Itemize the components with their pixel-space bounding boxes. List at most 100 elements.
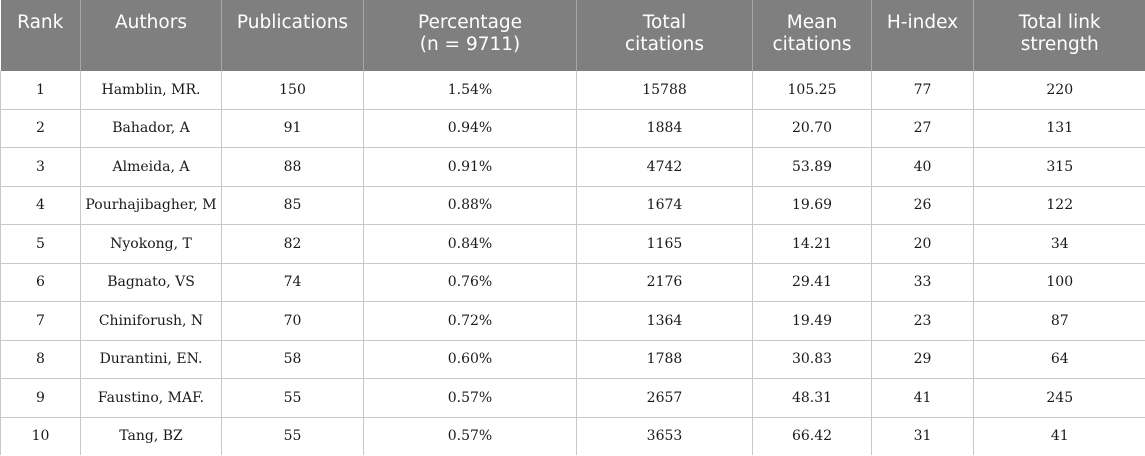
table-row: 7 Chiniforush, N 70 0.72% 1364 19.49 23 … [0,301,1145,341]
cell-h-index: 77 [871,71,974,110]
cell-link-strength: 100 [973,263,1145,302]
cell-rank: 7 [0,301,81,341]
cell-publications: 82 [221,224,364,264]
cell-h-index: 27 [871,109,974,148]
cell-h-index: 33 [871,263,974,302]
cell-link-strength: 245 [973,378,1145,418]
cell-percentage: 0.76% [363,263,577,302]
cell-rank: 3 [0,147,81,187]
cell-publications: 55 [221,378,364,418]
cell-total-citations: 1364 [576,301,753,341]
header-total-citations: Total citations [576,0,753,71]
table-row: 2 Bahador, A 91 0.94% 1884 20.70 27 131 [0,109,1145,148]
cell-link-strength: 34 [973,224,1145,264]
cell-h-index: 41 [871,378,974,418]
cell-mean-citations: 20.70 [752,109,872,148]
cell-total-citations: 3653 [576,417,753,455]
table-row: 1 Hamblin, MR. 150 1.54% 15788 105.25 77… [0,71,1145,110]
table-row: 9 Faustino, MAF. 55 0.57% 2657 48.31 41 … [0,378,1145,418]
cell-author: Faustino, MAF. [80,378,222,418]
cell-h-index: 20 [871,224,974,264]
cell-author: Almeida, A [80,147,222,187]
cell-total-citations: 1674 [576,186,753,225]
cell-mean-citations: 29.41 [752,263,872,302]
header-authors: Authors [80,0,222,71]
cell-publications: 70 [221,301,364,341]
cell-rank: 8 [0,340,81,379]
cell-publications: 150 [221,71,364,110]
cell-mean-citations: 48.31 [752,378,872,418]
cell-rank: 6 [0,263,81,302]
cell-h-index: 26 [871,186,974,225]
cell-mean-citations: 105.25 [752,71,872,110]
cell-total-citations: 1788 [576,340,753,379]
cell-total-citations: 1165 [576,224,753,264]
cell-h-index: 40 [871,147,974,187]
cell-publications: 88 [221,147,364,187]
cell-link-strength: 64 [973,340,1145,379]
cell-percentage: 0.91% [363,147,577,187]
header-rank: Rank [0,0,81,71]
cell-percentage: 0.57% [363,417,577,455]
cell-author: Bagnato, VS [80,263,222,302]
cell-link-strength: 220 [973,71,1145,110]
cell-rank: 4 [0,186,81,225]
cell-link-strength: 41 [1050,428,1069,445]
cell-percentage: 0.94% [363,109,577,148]
cell-publications: 91 [221,109,364,148]
cell-total-citations: 1884 [576,109,753,148]
cell-mean-citations: 53.89 [752,147,872,187]
cell-author: Durantini, EN. [80,340,222,379]
cell-author: Bahador, A [80,109,222,148]
cell-percentage: 0.88% [363,186,577,225]
cell-publications: 85 [221,186,364,225]
cell-total-citations: 4742 [576,147,753,187]
cell-mean-citations: 19.49 [752,301,872,341]
cell-link-strength: 87 [973,301,1145,341]
cell-mean-citations: 19.69 [752,186,872,225]
header-percentage: Percentage (n = 9711) [363,0,577,71]
cell-link-strength: 131 [973,109,1145,148]
table-row: 8 Durantini, EN. 58 0.60% 1788 30.83 29 … [0,340,1145,379]
cell-author: Tang, BZ [80,417,222,455]
cell-percentage: 1.54% [363,71,577,110]
cell-author: Pourhajibagher, M [80,186,222,225]
table-row: 6 Bagnato, VS 74 0.76% 2176 29.41 33 100 [0,263,1145,302]
cell-author: Chiniforush, N [80,301,222,341]
cell-h-index: 29 [871,340,974,379]
header-total-link-strength: Total link strength [973,0,1145,71]
cell-rank: 1 [0,71,81,110]
table-row: 10 Tang, BZ 55 0.57% 3653 66.42 31 41 [0,417,1145,455]
header-h-index: H-index [871,0,974,71]
cell-total-citations: 2657 [576,378,753,418]
cell-rank: 10 [0,417,81,455]
cell-publications: 58 [221,340,364,379]
cell-rank: 2 [0,109,81,148]
cell-rank: 5 [0,224,81,264]
cell-mean-citations: 14.21 [752,224,872,264]
cell-mean-citations: 66.42 [752,417,872,455]
cell-mean-citations: 30.83 [752,340,872,379]
header-mean-citations: Mean citations [752,0,872,71]
cell-rank: 9 [0,378,81,418]
cell-publications: 74 [221,263,364,302]
cell-author: Nyokong, T [80,224,222,264]
table-row: 3 Almeida, A 88 0.91% 4742 53.89 40 315 [0,147,1145,187]
cell-total-citations: 2176 [576,263,753,302]
cell-link-strength: 315 [973,147,1145,187]
cell-h-index: 23 [871,301,974,341]
cell-publications: 55 [221,417,364,455]
table-row: 4 Pourhajibagher, M 85 0.88% 1674 19.69 … [0,186,1145,225]
cell-percentage: 0.72% [363,301,577,341]
cell-percentage: 0.60% [363,340,577,379]
header-publications: Publications [221,0,364,71]
cell-percentage: 0.84% [363,224,577,264]
cell-h-index: 31 [871,417,974,455]
header-row: Rank Authors Publications Percentage (n =… [0,0,1145,71]
cell-link-strength: 122 [973,186,1145,225]
cell-author: Hamblin, MR. [80,71,222,110]
cell-percentage: 0.57% [363,378,577,418]
cell-total-citations: 15788 [576,71,753,110]
table-row: 5 Nyokong, T 82 0.84% 1165 14.21 20 34 [0,224,1145,264]
